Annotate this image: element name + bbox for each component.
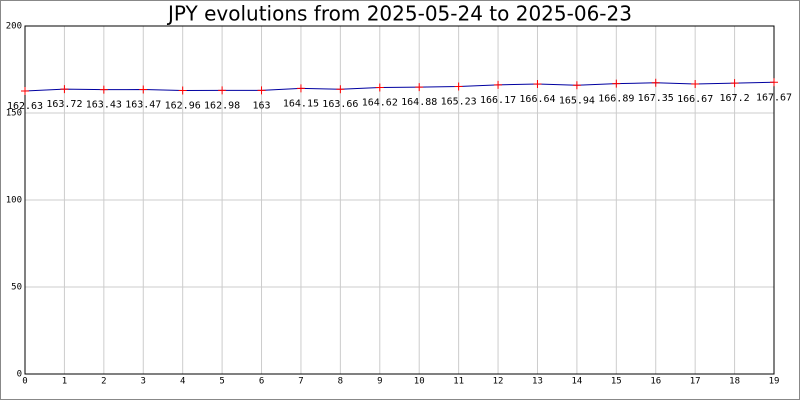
data-label: 163 <box>252 100 270 111</box>
data-label: 167.35 <box>638 93 674 104</box>
marker <box>533 80 542 89</box>
marker <box>296 84 305 93</box>
data-label: 165.23 <box>441 96 477 107</box>
x-tick-label: 18 <box>729 377 740 387</box>
marker <box>454 82 463 91</box>
data-label: 163.66 <box>322 99 358 110</box>
x-tick-label: 13 <box>532 377 543 387</box>
plot-frame <box>24 25 775 375</box>
y-tick-label: 200 <box>6 22 22 32</box>
x-tick-label: 9 <box>377 377 382 387</box>
data-label: 166.89 <box>598 94 634 105</box>
x-tick-label: 8 <box>338 377 343 387</box>
x-tick-label: 2 <box>101 377 106 387</box>
data-label: 165.94 <box>559 95 595 106</box>
chart-title: JPY evolutions from 2025-05-24 to 2025-0… <box>166 2 632 26</box>
data-label: 163.72 <box>46 99 82 110</box>
x-tick-label: 5 <box>219 377 224 387</box>
y-tick-label: 50 <box>11 283 22 293</box>
marker <box>139 85 148 94</box>
marker <box>572 81 581 90</box>
marker <box>178 86 187 95</box>
marker <box>257 86 266 95</box>
data-label: 167.67 <box>756 92 792 103</box>
y-tick-label: 100 <box>6 196 22 206</box>
data-label: 164.15 <box>283 98 319 109</box>
x-tick-label: 10 <box>414 377 425 387</box>
data-label: 162.96 <box>165 100 201 111</box>
marker <box>691 79 700 88</box>
marker <box>651 78 660 87</box>
x-tick-label: 1 <box>62 377 67 387</box>
x-tick-label: 11 <box>453 377 464 387</box>
x-tick-label: 4 <box>180 377 185 387</box>
y-tick-label: 0 <box>17 370 22 380</box>
marker <box>99 85 108 94</box>
x-tick-label: 7 <box>298 377 303 387</box>
x-tick-label: 14 <box>571 377 582 387</box>
x-tick-label: 19 <box>769 377 780 387</box>
line <box>24 81 775 92</box>
x-tick-label: 3 <box>141 377 146 387</box>
marker <box>770 78 778 87</box>
x-tick-label: 0 <box>22 377 27 387</box>
data-label: 166.64 <box>519 94 555 105</box>
marker <box>336 85 345 94</box>
data-label: 167.2 <box>720 93 750 104</box>
marker <box>60 85 69 94</box>
x-tick-label: 6 <box>259 377 264 387</box>
x-tick-label: 12 <box>493 377 504 387</box>
marker <box>218 86 227 95</box>
marker <box>375 83 384 92</box>
data-label: 163.47 <box>125 100 161 111</box>
data-label: 166.17 <box>480 95 516 106</box>
marker <box>612 79 621 88</box>
data-label: 166.67 <box>677 94 713 105</box>
x-tick-label: 17 <box>690 377 701 387</box>
marker <box>494 80 503 89</box>
data-label: 163.43 <box>86 100 122 111</box>
marker <box>21 87 29 96</box>
marker <box>730 79 739 88</box>
data-label: 162.63 <box>7 101 43 112</box>
data-label: 162.98 <box>204 100 240 111</box>
marker <box>415 83 424 92</box>
x-tick-label: 16 <box>650 377 661 387</box>
y-tick-label: 150 <box>6 109 22 119</box>
data-label: 164.88 <box>401 97 437 108</box>
x-tick-label: 15 <box>611 377 622 387</box>
data-label: 164.62 <box>362 98 398 109</box>
